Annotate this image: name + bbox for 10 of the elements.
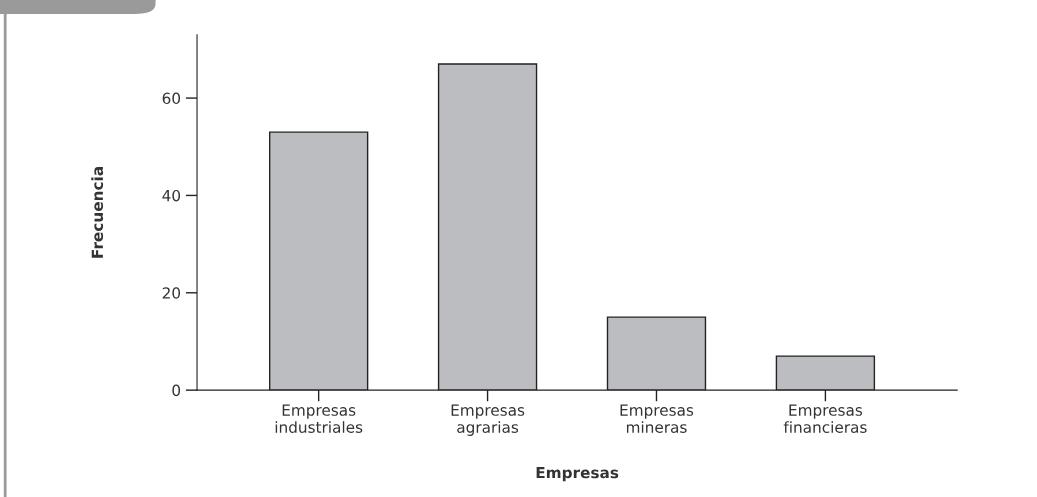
x-tick-label: Empresas mineras xyxy=(620,404,694,433)
x-tick-label: Empresas industriales xyxy=(275,404,363,433)
y-tick-label: 0 xyxy=(172,384,181,397)
y-tick-label: 40 xyxy=(162,189,181,202)
y-tick-label: 60 xyxy=(162,92,181,105)
x-tick-label: Empresas agrarias xyxy=(451,404,525,436)
x-axis-title: Empresas xyxy=(536,466,619,482)
y-tick-label: 20 xyxy=(162,287,181,299)
x-tick-label: Empresas financieras xyxy=(783,404,867,433)
y-axis-title: Frecuencia xyxy=(91,167,104,258)
